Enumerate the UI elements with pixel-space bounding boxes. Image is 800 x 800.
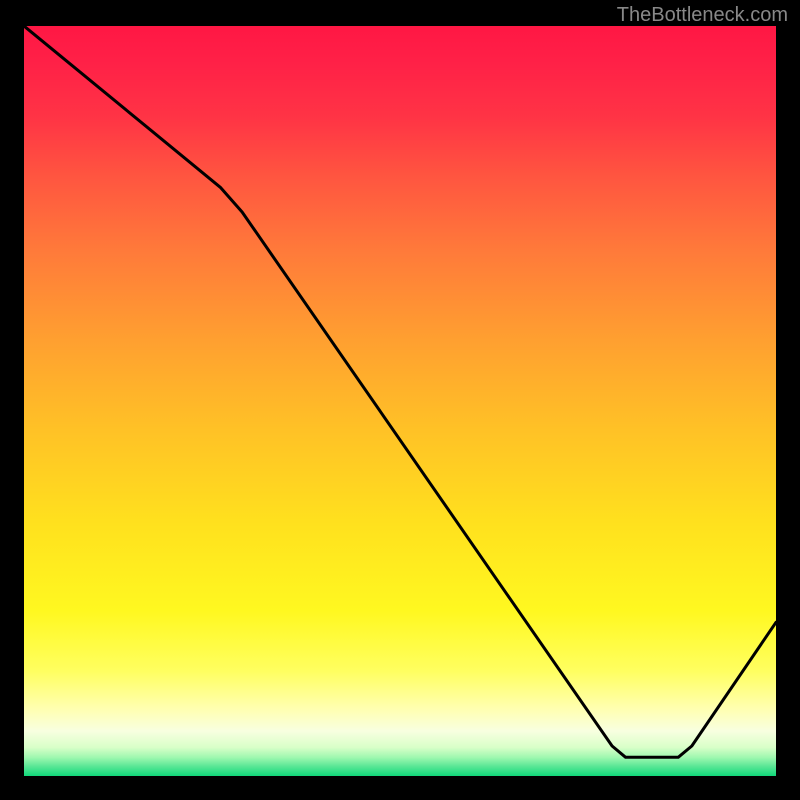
chart-line-series (24, 26, 776, 776)
watermark-text: TheBottleneck.com (617, 4, 788, 27)
chart-plot-area (24, 26, 776, 776)
